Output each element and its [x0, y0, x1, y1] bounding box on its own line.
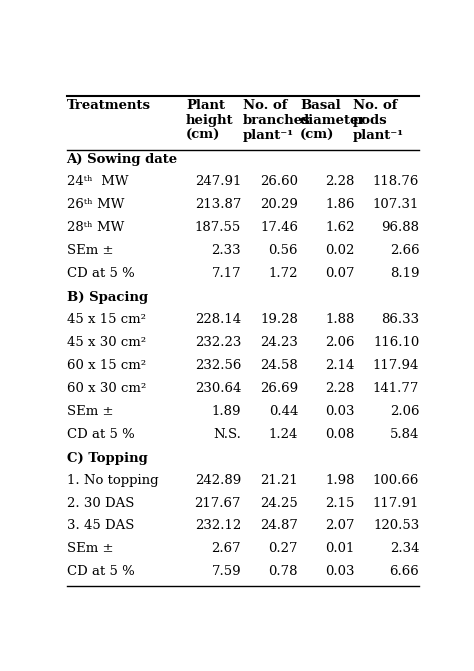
Text: 24ᵗʰ  MW: 24ᵗʰ MW [66, 175, 128, 188]
Text: 141.77: 141.77 [373, 382, 419, 395]
Text: No. of
pods
plant⁻¹: No. of pods plant⁻¹ [353, 99, 404, 142]
Text: 0.03: 0.03 [326, 405, 355, 417]
Text: 1.88: 1.88 [326, 313, 355, 325]
Text: 86.33: 86.33 [381, 313, 419, 325]
Text: 3. 45 DAS: 3. 45 DAS [66, 519, 134, 533]
Text: 26ᵗʰ MW: 26ᵗʰ MW [66, 198, 124, 211]
Text: 100.66: 100.66 [373, 474, 419, 486]
Text: 0.02: 0.02 [326, 244, 355, 257]
Text: 5.84: 5.84 [390, 427, 419, 441]
Text: 2.33: 2.33 [211, 244, 241, 257]
Text: 21.21: 21.21 [260, 474, 298, 486]
Text: 0.07: 0.07 [326, 267, 355, 280]
Text: 2.28: 2.28 [326, 382, 355, 395]
Text: 247.91: 247.91 [195, 175, 241, 188]
Text: 24.25: 24.25 [260, 497, 298, 509]
Text: 242.89: 242.89 [195, 474, 241, 486]
Text: 24.87: 24.87 [260, 519, 298, 533]
Text: 232.12: 232.12 [195, 519, 241, 533]
Text: 0.01: 0.01 [326, 542, 355, 556]
Text: SEm ±: SEm ± [66, 542, 113, 556]
Text: 232.56: 232.56 [195, 359, 241, 372]
Text: 2.06: 2.06 [326, 336, 355, 349]
Text: 0.03: 0.03 [326, 566, 355, 578]
Text: 1. No topping: 1. No topping [66, 474, 158, 486]
Text: 26.69: 26.69 [260, 382, 298, 395]
Text: 1.62: 1.62 [326, 221, 355, 234]
Text: A) Sowing date: A) Sowing date [66, 153, 178, 166]
Text: 187.55: 187.55 [195, 221, 241, 234]
Text: 107.31: 107.31 [373, 198, 419, 211]
Text: 2.06: 2.06 [390, 405, 419, 417]
Text: 2.66: 2.66 [390, 244, 419, 257]
Text: 1.24: 1.24 [269, 427, 298, 441]
Text: 2.67: 2.67 [211, 542, 241, 556]
Text: SEm ±: SEm ± [66, 244, 113, 257]
Text: CD at 5 %: CD at 5 % [66, 267, 134, 280]
Text: 6.66: 6.66 [390, 566, 419, 578]
Text: 2.28: 2.28 [326, 175, 355, 188]
Text: 0.78: 0.78 [269, 566, 298, 578]
Text: 120.53: 120.53 [373, 519, 419, 533]
Text: 24.23: 24.23 [260, 336, 298, 349]
Text: 1.98: 1.98 [326, 474, 355, 486]
Text: 2. 30 DAS: 2. 30 DAS [66, 497, 134, 509]
Text: 60 x 30 cm²: 60 x 30 cm² [66, 382, 146, 395]
Text: 116.10: 116.10 [373, 336, 419, 349]
Text: 117.94: 117.94 [373, 359, 419, 372]
Text: Treatments: Treatments [66, 99, 151, 111]
Text: 117.91: 117.91 [373, 497, 419, 509]
Text: 1.89: 1.89 [211, 405, 241, 417]
Text: 232.23: 232.23 [195, 336, 241, 349]
Text: 0.56: 0.56 [269, 244, 298, 257]
Text: 228.14: 228.14 [195, 313, 241, 325]
Text: CD at 5 %: CD at 5 % [66, 427, 134, 441]
Text: C) Topping: C) Topping [66, 452, 147, 464]
Text: 1.72: 1.72 [269, 267, 298, 280]
Text: 28ᵗʰ MW: 28ᵗʰ MW [66, 221, 124, 234]
Text: 217.67: 217.67 [195, 497, 241, 509]
Text: Basal
diameter
(cm): Basal diameter (cm) [300, 99, 366, 142]
Text: 8.19: 8.19 [390, 267, 419, 280]
Text: 20.29: 20.29 [260, 198, 298, 211]
Text: 0.27: 0.27 [269, 542, 298, 556]
Text: 19.28: 19.28 [260, 313, 298, 325]
Text: 60 x 15 cm²: 60 x 15 cm² [66, 359, 146, 372]
Text: 1.86: 1.86 [326, 198, 355, 211]
Text: 0.44: 0.44 [269, 405, 298, 417]
Text: 45 x 30 cm²: 45 x 30 cm² [66, 336, 146, 349]
Text: N.S.: N.S. [213, 427, 241, 441]
Text: B) Spacing: B) Spacing [66, 291, 148, 304]
Text: 26.60: 26.60 [260, 175, 298, 188]
Text: CD at 5 %: CD at 5 % [66, 566, 134, 578]
Text: 0.08: 0.08 [326, 427, 355, 441]
Text: 45 x 15 cm²: 45 x 15 cm² [66, 313, 146, 325]
Text: 118.76: 118.76 [373, 175, 419, 188]
Text: SEm ±: SEm ± [66, 405, 113, 417]
Text: 2.34: 2.34 [390, 542, 419, 556]
Text: 2.15: 2.15 [326, 497, 355, 509]
Text: 213.87: 213.87 [195, 198, 241, 211]
Text: 230.64: 230.64 [195, 382, 241, 395]
Text: 7.17: 7.17 [211, 267, 241, 280]
Text: 2.14: 2.14 [326, 359, 355, 372]
Text: Plant
height
(cm): Plant height (cm) [186, 99, 234, 142]
Text: 24.58: 24.58 [260, 359, 298, 372]
Text: No. of
branches
plant⁻¹: No. of branches plant⁻¹ [243, 99, 310, 142]
Text: 17.46: 17.46 [260, 221, 298, 234]
Text: 2.07: 2.07 [326, 519, 355, 533]
Text: 7.59: 7.59 [211, 566, 241, 578]
Text: 96.88: 96.88 [381, 221, 419, 234]
